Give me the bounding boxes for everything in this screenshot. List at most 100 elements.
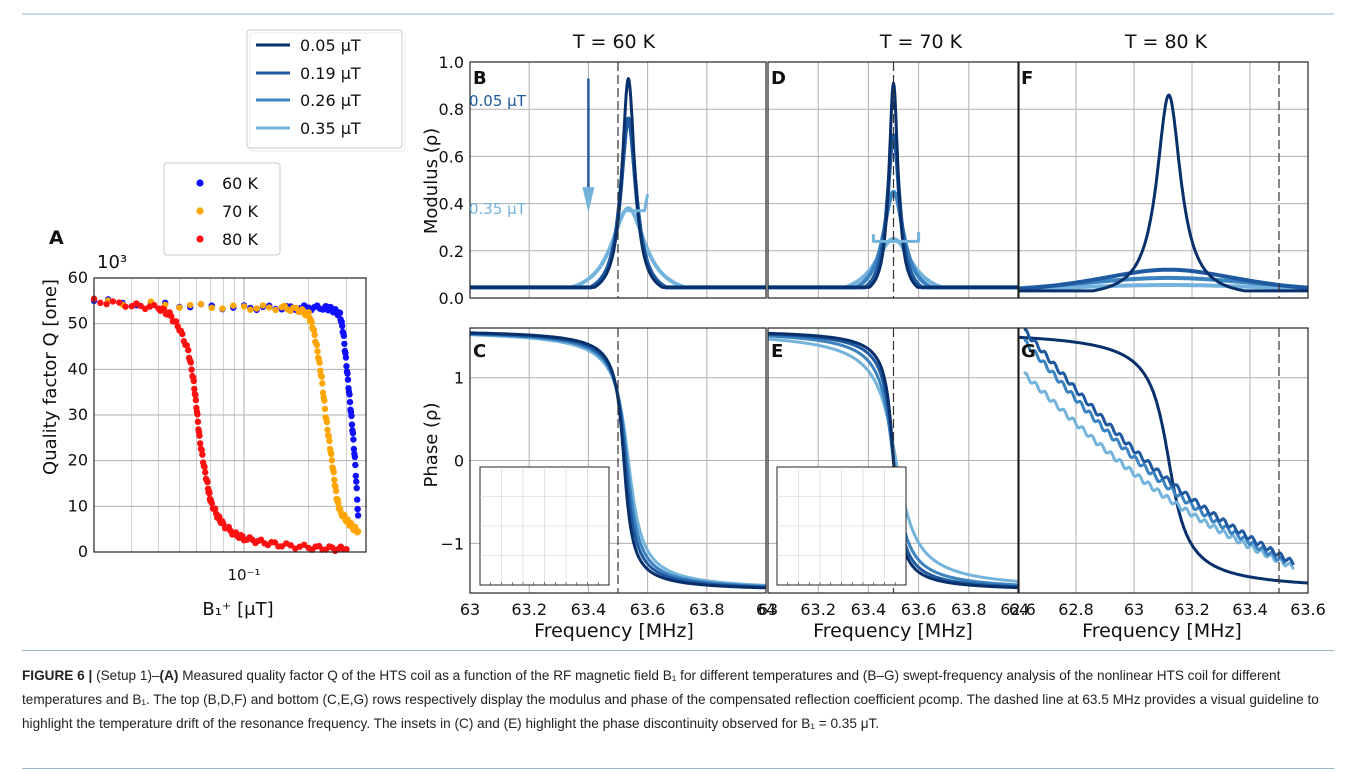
a-point-70k	[331, 476, 338, 483]
e-xtick: 63.2	[800, 600, 836, 619]
col-title-60: T = 60 K	[572, 31, 656, 53]
a-point-70k	[354, 528, 362, 535]
legend-label-005: 0.05 μT	[300, 36, 361, 55]
c-ytick: 1	[454, 369, 464, 388]
a-point-80k	[206, 489, 213, 497]
panel-letter-f: F	[1021, 68, 1033, 89]
a-point-70k	[311, 331, 318, 339]
legend-marker-60	[196, 179, 204, 187]
b-ytick: 0.2	[439, 242, 464, 261]
a-point-60k	[341, 340, 348, 348]
legend-field: 0.05 μT 0.19 μT 0.26 μT 0.35 μT	[246, 29, 406, 152]
c-xtick: 64	[756, 600, 776, 619]
a-point-80k	[172, 318, 180, 325]
c-xtick: 63.6	[630, 600, 666, 619]
caption-setup: (Setup 1)–	[96, 668, 160, 683]
a-point-80k	[192, 396, 200, 404]
legend-label-035: 0.35 μT	[300, 119, 361, 138]
a-ytick: 0	[78, 542, 88, 561]
g-xtick: 62.6	[1000, 600, 1036, 619]
a-point-70k	[325, 433, 333, 440]
legend-temp: 60 K 70 K 80 K	[163, 162, 281, 256]
a-point-60k	[350, 445, 358, 453]
a-y-multiplier: 10³	[97, 252, 127, 273]
a-point-70k	[240, 303, 248, 310]
panel-letter-g: G	[1021, 341, 1036, 362]
a-point-60k	[343, 363, 350, 370]
a-point-60k	[340, 332, 348, 340]
a-point-70k	[328, 457, 336, 464]
g-xtick: 62.8	[1058, 600, 1094, 619]
f-frame	[1017, 61, 1309, 299]
a-point-60k	[349, 429, 357, 437]
a-point-70k	[321, 397, 328, 404]
a-point-60k	[354, 505, 361, 513]
a-point-60k	[352, 461, 359, 469]
b-ylabel: Modulus (ρ)	[421, 128, 442, 234]
a-point-80k	[202, 469, 209, 476]
col-title-80: T = 80 K	[1124, 31, 1208, 53]
legend-label-026: 0.26 μT	[300, 91, 361, 110]
legend-label-80: 80 K	[222, 230, 258, 249]
a-point-70k	[176, 304, 183, 311]
a-ytick: 20	[68, 451, 88, 470]
a-point-80k	[115, 299, 123, 306]
a-point-60k	[350, 436, 357, 443]
figure: T = 60 K T = 70 K T = 80 K 0102030405060…	[22, 13, 1334, 642]
a-point-70k	[310, 326, 318, 334]
a-point-70k	[219, 305, 226, 312]
a-point-70k	[197, 300, 205, 308]
a-point-80k	[201, 463, 208, 471]
a-point-80k	[300, 541, 308, 548]
a-point-80k	[188, 366, 195, 373]
a-xlabel: B₁⁺ [μT]	[202, 599, 273, 620]
g-xtick: 63.2	[1174, 600, 1210, 619]
f-curve-3	[1016, 283, 1310, 292]
a-point-80k	[199, 451, 206, 458]
panel-letter-a: A	[49, 227, 64, 249]
g-frame	[1017, 327, 1309, 594]
a-point-80k	[194, 411, 201, 418]
a-point-70k	[253, 305, 260, 312]
caption: FIGURE 6 | (Setup 1)–(A) Measured qualit…	[22, 664, 1334, 736]
a-point-70k	[328, 450, 335, 458]
a-point-70k	[326, 437, 333, 445]
a-point-60k	[336, 309, 344, 317]
a-point-60k	[344, 376, 352, 383]
g-curve-1	[1023, 327, 1295, 566]
a-frame	[93, 277, 367, 553]
a-ytick: 10	[68, 496, 88, 515]
a-point-80k	[122, 303, 129, 310]
a-point-60k	[348, 412, 355, 420]
a-point-80k	[204, 478, 211, 486]
g-curve-2	[1023, 338, 1287, 565]
g-xtick: 63.4	[1232, 600, 1268, 619]
e-xtick: 63.6	[901, 600, 937, 619]
b-ytick: 0.0	[439, 289, 464, 308]
a-point-70k	[318, 373, 325, 380]
a-point-60k	[352, 472, 359, 480]
a-point-60k	[346, 391, 353, 398]
a-point-80k	[103, 300, 110, 308]
a-point-70k	[247, 306, 254, 313]
caption-bottom-rule	[22, 768, 1334, 769]
f-curve-1	[1016, 267, 1310, 292]
a-point-80k	[197, 440, 204, 447]
c-ytick: 0	[454, 452, 464, 471]
a-point-80k	[168, 313, 175, 320]
legend-marker-70	[196, 207, 204, 215]
a-point-70k	[208, 304, 215, 312]
a-ytick: 30	[68, 405, 88, 424]
a-point-70k	[305, 309, 312, 316]
a-point-70k	[272, 306, 279, 314]
panel-letter-c: C	[473, 341, 486, 362]
caption-text: Measured quality factor Q of the HTS coi…	[22, 668, 1319, 731]
panel-letter-b: B	[473, 68, 487, 89]
a-point-80k	[150, 301, 158, 309]
a-point-60k	[353, 478, 360, 485]
a-point-80k	[216, 513, 223, 520]
a-point-80k	[196, 432, 203, 439]
b-ytick: 1.0	[439, 53, 464, 72]
a-point-80k	[208, 500, 216, 507]
a-point-60k	[354, 512, 362, 519]
